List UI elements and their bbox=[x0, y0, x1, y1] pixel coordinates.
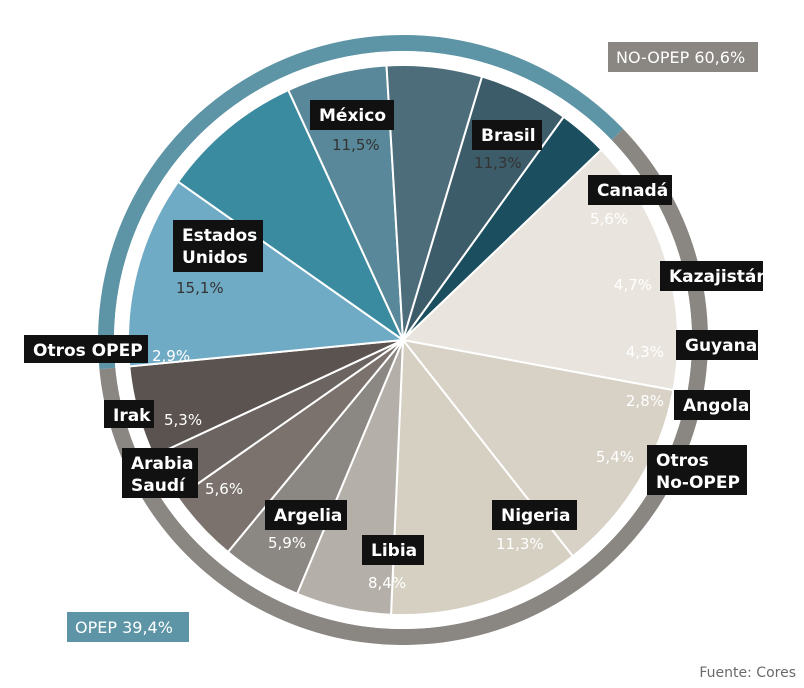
slice-value-text: 11,3% bbox=[474, 154, 522, 172]
slice-value-text: 8,4% bbox=[368, 574, 406, 592]
slice-label-box bbox=[122, 448, 198, 498]
slice-value-text: 15,1% bbox=[176, 279, 224, 297]
group-label-opep: OPEP 39,4% bbox=[67, 612, 189, 642]
slice-label-kazajistan: Kazajistán 4,7% bbox=[614, 261, 769, 294]
slice-name-text: Nigeria bbox=[501, 506, 570, 526]
slice-name-text: Arabia bbox=[131, 454, 193, 474]
slice-label-guyana: Guyana 4,3% bbox=[626, 330, 758, 361]
slice-label-box bbox=[492, 500, 577, 530]
slice-label-canada: Canadá 5,6% bbox=[588, 175, 672, 228]
slice-label-irak: Irak 5,3% bbox=[104, 400, 202, 429]
slice-name-text: Angola bbox=[683, 396, 749, 416]
slice-name-text: Saudí bbox=[131, 476, 186, 496]
slice-label-box bbox=[676, 330, 758, 360]
pie-slice-brasil bbox=[389, 337, 575, 616]
slice-label-brasil: Brasil 11,3% bbox=[472, 120, 542, 172]
slice-value-text: 11,5% bbox=[332, 136, 380, 154]
slice-name-text: Kazajistán bbox=[669, 267, 769, 287]
slice-label-box bbox=[24, 335, 148, 363]
group-label-box bbox=[608, 42, 758, 72]
slice-value-text: 4,3% bbox=[626, 343, 664, 361]
slice-name-text: Argelia bbox=[274, 506, 342, 526]
group-label-box bbox=[67, 612, 189, 642]
slice-label-box bbox=[472, 120, 542, 150]
slice-value-text: 5,6% bbox=[205, 480, 243, 498]
pie-slice-mexico bbox=[400, 338, 675, 558]
slice-value-text: 4,7% bbox=[614, 276, 652, 294]
group-label-no-opep: NO-OPEP 60,6% bbox=[608, 42, 758, 72]
slice-name-text: Irak bbox=[113, 406, 151, 426]
slice-name-text: Estados bbox=[182, 226, 257, 246]
source-note: Fuente: Cores bbox=[699, 665, 796, 681]
slice-value-text: 5,4% bbox=[596, 448, 634, 466]
slice-label-box bbox=[104, 400, 154, 428]
slice-label-box bbox=[674, 390, 750, 420]
slice-value-text: 2,8% bbox=[626, 392, 664, 410]
slice-name-text: Canadá bbox=[597, 181, 668, 201]
slice-label-box bbox=[310, 100, 394, 130]
slice-label-box bbox=[265, 500, 347, 530]
pie-slice-libia bbox=[176, 88, 406, 343]
slice-label-angola: Angola 2,8% bbox=[626, 390, 750, 420]
slice-label-nigeria: Nigeria 11,3% bbox=[492, 500, 577, 553]
slice-label-box bbox=[173, 220, 263, 272]
slice-name-text: México bbox=[319, 106, 386, 126]
slice-value-text: 11,3% bbox=[496, 535, 544, 553]
slice-name-text: Brasil bbox=[481, 126, 536, 146]
slice-value-text: 2,9% bbox=[152, 347, 190, 365]
group-label-text: NO-OPEP 60,6% bbox=[616, 48, 745, 67]
slice-label-box bbox=[588, 175, 672, 205]
slice-value-text: 5,6% bbox=[590, 210, 628, 228]
slice-name-text: Unidos bbox=[182, 248, 248, 268]
slice-name-text: Otros bbox=[656, 451, 709, 471]
slice-name-text: Guyana bbox=[685, 336, 757, 356]
slice-label-box bbox=[647, 445, 747, 495]
slice-value-text: 5,3% bbox=[164, 411, 202, 429]
slice-label-argelia: Argelia 5,9% bbox=[265, 500, 347, 552]
slice-value-text: 5,9% bbox=[268, 534, 306, 552]
slice-label-otros-opep: Otros OPEP 2,9% bbox=[24, 335, 190, 365]
slice-label-libia: Libia 8,4% bbox=[362, 535, 424, 592]
slice-label-box bbox=[362, 535, 424, 565]
slice-name-text: Libia bbox=[371, 541, 417, 561]
slice-label-box bbox=[660, 261, 763, 291]
slice-name-text: Otros OPEP bbox=[33, 341, 143, 361]
slice-name-text: No-OPEP bbox=[656, 473, 740, 493]
slice-label-mexico: México 11,5% bbox=[310, 100, 394, 154]
group-label-text: OPEP 39,4% bbox=[75, 618, 173, 637]
